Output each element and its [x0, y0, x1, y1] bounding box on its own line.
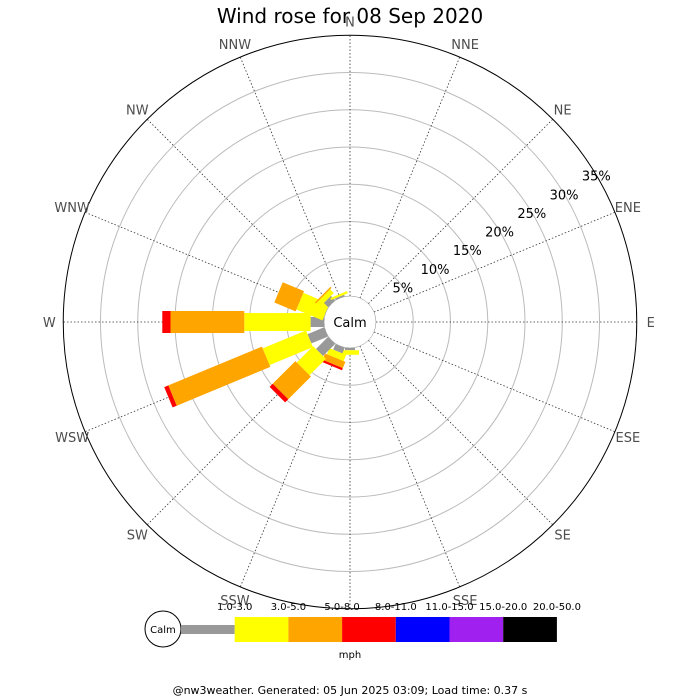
direction-label-n: N: [345, 15, 355, 30]
bar-wsw-3.0-5.0: [262, 330, 313, 366]
bar-w-8.0-11.0: [162, 311, 171, 333]
bar-nw-3.0-5.0: [317, 289, 334, 306]
bar-wnw-5.0-8.0: [274, 282, 304, 312]
ring-labels: 5% 10%15%20%25% 30%35%: [392, 170, 610, 297]
bar-nnw-3.0-5.0: [330, 291, 348, 300]
spoke-se: [368, 340, 554, 526]
direction-label-e: E: [647, 316, 655, 331]
ring-label-20: 20%: [485, 226, 514, 241]
bar-sw-3.0-5.0: [296, 346, 326, 376]
direction-label-se: SE: [554, 529, 570, 544]
bar-wnw-3.0-5.0: [296, 292, 330, 321]
wind-bars: [162, 282, 359, 408]
legend-swatch-5.0-8.0: [288, 617, 343, 642]
direction-label-sw: SW: [127, 529, 148, 544]
spoke-ese: [373, 331, 616, 433]
bar-nw-5.0-8.0: [314, 286, 332, 304]
chart-title: Wind rose for 08 Sep 2020: [216, 4, 484, 28]
bar-ssw-3.0-5.0: [326, 348, 347, 362]
spoke-nnw: [239, 56, 341, 299]
footer-text: @nw3weather. Generated: 05 Jun 2025 03:0…: [172, 684, 528, 697]
ring-label-25: 25%: [517, 207, 546, 222]
legend-label-5.0-8.0: 5.0-8.0: [324, 602, 359, 613]
ring-label-15: 15%: [453, 244, 482, 259]
spoke-ssw: [239, 345, 341, 588]
ring-30: [100, 72, 600, 572]
legend-swatch-3.0-5.0: [234, 617, 289, 642]
bar-sw-5.0-8.0: [272, 361, 311, 400]
legend-label-11.0-15.0: 11.0-15.0: [425, 602, 473, 613]
bar-sw-1.0-3.0: [316, 336, 336, 356]
legend-swatch-8.0-11.0: [342, 617, 396, 642]
bar-ssw-8.0-11.0: [321, 359, 343, 371]
direction-label-w: W: [43, 316, 56, 331]
spoke-ne: [368, 118, 554, 304]
direction-label-ne: NE: [554, 103, 572, 118]
spoke-sse: [359, 345, 461, 588]
direction-label-sse: SSE: [453, 594, 478, 609]
ring-label-5: 5%: [392, 281, 413, 296]
bar-s-3.0-5.0: [341, 350, 359, 355]
legend-label-3.0-5.0: 3.0-5.0: [271, 602, 306, 613]
calm-center: Calm: [323, 295, 377, 349]
bar-sw-8.0-11.0: [269, 383, 289, 403]
direction-label-ese: ESE: [616, 431, 641, 446]
spoke-nw: [146, 118, 332, 304]
legend-label-15.0-20.0: 15.0-20.0: [479, 602, 527, 613]
calm-circle: [323, 295, 377, 349]
direction-labels: NNNENEENEEESESESSESSSWSWWSWWWNWNWNNW: [43, 15, 655, 632]
direction-label-wsw: WSW: [55, 431, 89, 446]
legend-swatch-1.0-3.0: [181, 625, 235, 634]
legend-swatch-20.0-50.0: [503, 617, 557, 642]
legend-label-8.0-11.0: 8.0-11.0: [375, 602, 417, 613]
bar-ssw-1.0-3.0: [333, 344, 345, 354]
bar-wsw-5.0-8.0: [168, 346, 271, 406]
direction-label-nne: NNE: [451, 38, 479, 53]
direction-label-nnw: NNW: [219, 38, 251, 53]
direction-label-wnw: WNW: [54, 201, 90, 216]
legend-label-20.0-50.0: 20.0-50.0: [533, 602, 581, 613]
spoke-ene: [373, 211, 616, 313]
bar-ssw-5.0-8.0: [322, 353, 346, 369]
legend: Calm mph 1.0-3.0 3.0-5.0 5.0-8.0 8.0-11.0 11…: [144, 602, 581, 661]
calm-label: Calm: [333, 316, 366, 331]
direction-label-ene: ENE: [615, 201, 641, 216]
legend-swatch-11.0-15.0: [395, 617, 450, 642]
legend-label-1.0-3.0: 1.0-3.0: [217, 602, 252, 613]
bar-s-1.0-3.0: [345, 348, 355, 351]
bar-wsw-8.0-11.0: [164, 385, 177, 408]
spoke-nne: [359, 56, 461, 299]
legend-swatch-15.0-20.0: [449, 617, 504, 642]
ring-label-30: 30%: [550, 188, 579, 203]
bar-w-3.0-5.0: [244, 313, 311, 331]
legend-unit: mph: [339, 650, 361, 661]
bar-wsw-1.0-3.0: [307, 327, 328, 344]
direction-label-ssw: SSW: [220, 594, 250, 609]
legend-calm-label: Calm: [150, 625, 176, 636]
ring-35: [62, 34, 638, 610]
ring-label-35: 35%: [582, 170, 611, 185]
bar-w-5.0-8.0: [170, 311, 245, 333]
ring-label-10: 10%: [421, 263, 450, 278]
direction-label-nw: NW: [126, 103, 149, 118]
bar-nnw-1.0-3.0: [334, 294, 345, 300]
